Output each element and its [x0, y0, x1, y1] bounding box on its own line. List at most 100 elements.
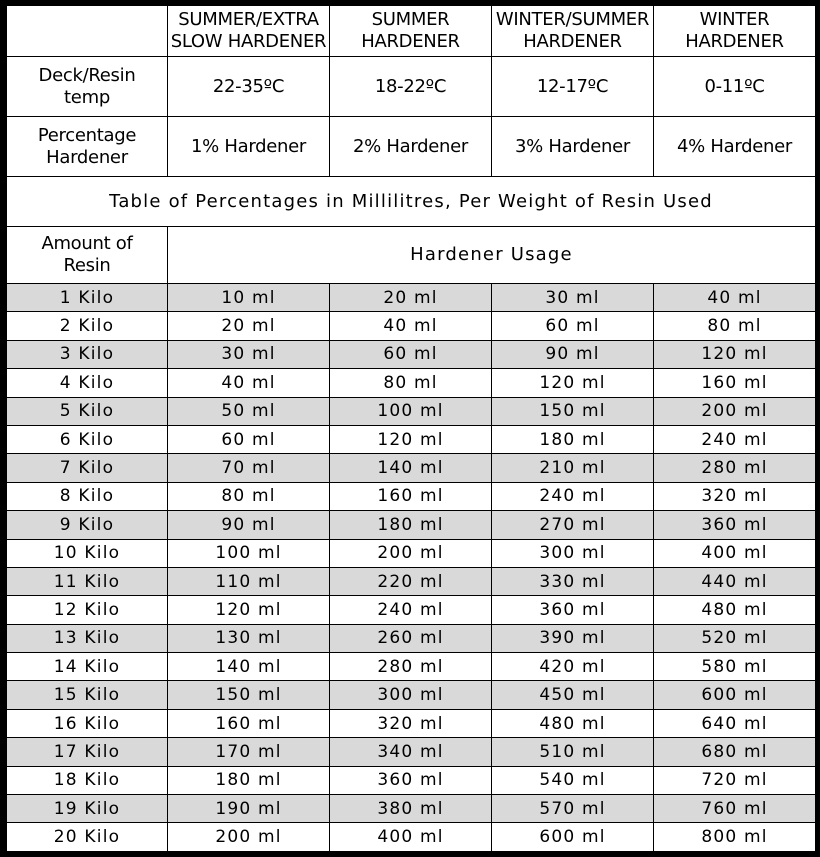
header-line: WINTER: [699, 9, 770, 30]
percentage-cell: 1% Hardener: [167, 116, 330, 177]
usage-cell: 90 ml: [491, 339, 654, 370]
usage-cell: 320 ml: [329, 708, 492, 739]
usage-cell: 110 ml: [167, 566, 330, 597]
percentage-row: Percentage Hardener 1% Hardener 2% Harden…: [6, 116, 816, 177]
table-row: 19 Kilo 190 ml 380 ml 570 ml 760 ml: [6, 794, 816, 824]
usage-cell: 540 ml: [491, 765, 654, 796]
usage-cell: 440 ml: [653, 566, 816, 597]
temp-label: Deck/Resin temp: [6, 56, 168, 117]
amount-cell: 14 Kilo: [6, 652, 168, 682]
usage-cell: 70 ml: [167, 453, 330, 483]
usage-cell: 640 ml: [653, 708, 816, 739]
amount-cell: 15 Kilo: [6, 680, 168, 710]
usage-cell: 180 ml: [491, 424, 654, 455]
usage-cell: 400 ml: [653, 538, 816, 568]
usage-cell: 10 ml: [167, 282, 330, 313]
usage-cell: 160 ml: [167, 708, 330, 739]
usage-cell: 390 ml: [491, 623, 654, 654]
header-line: SUMMER: [371, 9, 450, 30]
table-row: 11 Kilo 110 ml 220 ml 330 ml 440 ml: [6, 566, 816, 597]
usage-cell: 180 ml: [329, 510, 492, 540]
percentage-cell: 3% Hardener: [491, 116, 654, 177]
label-line: Hardener: [46, 146, 128, 168]
usage-cell: 600 ml: [491, 822, 654, 852]
usage-cell: 360 ml: [329, 765, 492, 796]
usage-cell: 400 ml: [329, 822, 492, 852]
table-row: 1 Kilo 10 ml 20 ml 30 ml 40 ml: [6, 282, 816, 313]
usage-cell: 80 ml: [329, 368, 492, 398]
temp-cell: 18-22ºC: [329, 56, 492, 117]
amount-cell: 2 Kilo: [6, 311, 168, 341]
label-line: Deck/Resin: [38, 64, 136, 86]
usage-cell: 120 ml: [491, 368, 654, 398]
amount-cell: 7 Kilo: [6, 453, 168, 483]
usage-cell: 450 ml: [491, 680, 654, 710]
label-line: temp: [64, 86, 110, 108]
table-row: 17 Kilo 170 ml 340 ml 510 ml 680 ml: [6, 737, 816, 767]
usage-cell: 280 ml: [329, 652, 492, 682]
usage-cell: 200 ml: [653, 396, 816, 426]
temp-cell: 22-35ºC: [167, 56, 330, 117]
usage-cell: 170 ml: [167, 737, 330, 767]
corner-cell: [6, 5, 168, 57]
usage-cell: 520 ml: [653, 623, 816, 654]
amount-cell: 9 Kilo: [6, 510, 168, 540]
amount-cell: 6 Kilo: [6, 424, 168, 455]
table-row: 16 Kilo 160 ml 320 ml 480 ml 640 ml: [6, 708, 816, 739]
amount-cell: 10 Kilo: [6, 538, 168, 568]
usage-cell: 60 ml: [491, 311, 654, 341]
temp-cell: 0-11ºC: [653, 56, 816, 117]
usage-cell: 160 ml: [329, 481, 492, 512]
amount-cell: 19 Kilo: [6, 794, 168, 824]
table-row: 9 Kilo 90 ml 180 ml 270 ml 360 ml: [6, 510, 816, 540]
amount-cell: 16 Kilo: [6, 708, 168, 739]
header-line: HARDENER: [523, 31, 622, 52]
usage-cell: 320 ml: [653, 481, 816, 512]
header-line: WINTER/SUMMER: [495, 9, 650, 30]
hardener-table: SUMMER/EXTRA SLOW HARDENER SUMMER HARDENER…: [6, 5, 816, 852]
usage-cell: 240 ml: [653, 424, 816, 455]
usage-cell: 240 ml: [329, 595, 492, 625]
usage-cell: 140 ml: [329, 453, 492, 483]
usage-cell: 300 ml: [329, 680, 492, 710]
table-row: 18 Kilo 180 ml 360 ml 540 ml 720 ml: [6, 765, 816, 796]
usage-cell: 20 ml: [167, 311, 330, 341]
usage-cell: 150 ml: [491, 396, 654, 426]
table-row: 10 Kilo 100 ml 200 ml 300 ml 400 ml: [6, 538, 816, 568]
usage-cell: 120 ml: [653, 339, 816, 370]
percentage-cell: 4% Hardener: [653, 116, 816, 177]
usage-cell: 210 ml: [491, 453, 654, 483]
usage-cell: 360 ml: [491, 595, 654, 625]
usage-cell: 30 ml: [491, 282, 654, 313]
table-row: 8 Kilo 80 ml 160 ml 240 ml 320 ml: [6, 481, 816, 512]
caption-row: Table of Percentages in Millilitres, Per…: [6, 176, 816, 227]
usage-cell: 80 ml: [167, 481, 330, 512]
usage-cell: 720 ml: [653, 765, 816, 796]
usage-cell: 510 ml: [491, 737, 654, 767]
table-row: 7 Kilo 70 ml 140 ml 210 ml 280 ml: [6, 453, 816, 483]
percentage-cell: 2% Hardener: [329, 116, 492, 177]
table-row: 12 Kilo 120 ml 240 ml 360 ml 480 ml: [6, 595, 816, 625]
usage-cell: 680 ml: [653, 737, 816, 767]
usage-cell: 130 ml: [167, 623, 330, 654]
usage-cell: 300 ml: [491, 538, 654, 568]
usage-cell: 420 ml: [491, 652, 654, 682]
usage-cell: 570 ml: [491, 794, 654, 824]
amount-label: Amount of Resin: [6, 226, 168, 284]
usage-label: Hardener Usage: [167, 226, 816, 284]
table-row: 5 Kilo 50 ml 100 ml 150 ml 200 ml: [6, 396, 816, 426]
usage-cell: 480 ml: [491, 708, 654, 739]
table-row: 20 Kilo 200 ml 400 ml 600 ml 800 ml: [6, 822, 816, 852]
amount-cell: 18 Kilo: [6, 765, 168, 796]
table-row: 6 Kilo 60 ml 120 ml 180 ml 240 ml: [6, 424, 816, 455]
amount-cell: 17 Kilo: [6, 737, 168, 767]
usage-cell: 580 ml: [653, 652, 816, 682]
usage-cell: 800 ml: [653, 822, 816, 852]
usage-cell: 600 ml: [653, 680, 816, 710]
usage-cell: 120 ml: [329, 424, 492, 455]
amount-cell: 20 Kilo: [6, 822, 168, 852]
table-row: 15 Kilo 150 ml 300 ml 450 ml 600 ml: [6, 680, 816, 710]
amount-cell: 1 Kilo: [6, 282, 168, 313]
usage-cell: 180 ml: [167, 765, 330, 796]
amount-cell: 11 Kilo: [6, 566, 168, 597]
